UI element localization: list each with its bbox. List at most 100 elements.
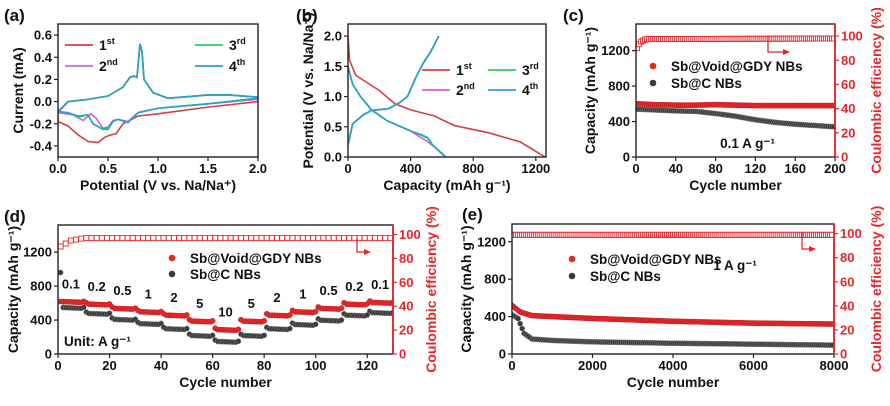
x-tick-label: 6000 [739, 358, 768, 373]
ce-marker [134, 235, 141, 242]
panel-d: 0 20 40 60 80 100 12004008001200020406080100Cy… [5, 206, 439, 390]
ce-marker [73, 236, 79, 243]
ce-marker [67, 237, 74, 244]
axis-indicator-arrow [356, 238, 366, 253]
y2-tick-label: 60 [399, 275, 413, 290]
series-sb-void-gdy-nbs [512, 302, 834, 327]
panel-label: (e) [462, 205, 483, 224]
legend-label: 2nd [99, 57, 118, 74]
ce-marker [253, 235, 260, 242]
arrow-head-icon [364, 249, 371, 255]
x-tick-label: 20 [102, 358, 116, 373]
capacity-marker [158, 320, 164, 327]
y-axis-label: Capacity (mAh g⁻¹) [5, 226, 21, 353]
capacity-marker [287, 312, 293, 318]
capacity-marker [287, 325, 293, 332]
legend-label: 4th [229, 57, 245, 74]
capacity-marker [235, 326, 242, 333]
ce-marker [62, 240, 69, 247]
annotation-label: 1 A g⁻¹ [713, 258, 757, 273]
x-tick-label: 40 [154, 358, 168, 373]
ce-marker [274, 235, 280, 242]
y-tick-label: 1200 [23, 245, 52, 260]
y-tick-label: 0.2 [34, 72, 52, 87]
ce-marker [160, 235, 167, 242]
ce-marker [346, 235, 353, 242]
plot-area [58, 43, 258, 144]
x-tick-label: 120 [356, 358, 378, 373]
rate-label: 0.1 [62, 276, 80, 291]
ce-marker [191, 235, 198, 242]
legend-label: 4th [522, 81, 538, 98]
x-tick-label: 160 [784, 161, 806, 176]
x-tick-label: 800 [462, 161, 484, 176]
ce-marker [320, 235, 327, 242]
ce-marker [124, 235, 131, 242]
plot-frame [347, 23, 547, 158]
panel-a: 0.0 0.5 1.0 1.5 2.0 -0.4 -0.2 0.0 0.2 0.4 0.6 Poten… [10, 23, 267, 193]
capacity-marker [209, 318, 216, 324]
capacity-marker [106, 310, 113, 317]
ce-marker [310, 235, 317, 242]
x-tick-label: 2000 [578, 358, 607, 373]
capacity-marker [235, 338, 242, 345]
y-tick-label: 1.5 [324, 59, 342, 74]
annotation-label: 0.1 A g⁻¹ [720, 136, 775, 151]
legend-label: 3rd [522, 61, 539, 78]
series-sb-void-gdy-nbs [636, 100, 835, 109]
plot-area [58, 235, 393, 346]
legend-label: Sb@Void@GDY NBs [671, 59, 803, 74]
legend-marker [649, 79, 657, 87]
capacity-marker [58, 269, 64, 276]
ce-marker [58, 243, 64, 250]
x-axis-label: Cycle number [627, 374, 720, 390]
ce-marker [305, 235, 311, 242]
plot-area [636, 35, 835, 130]
y-tick-label: 1.0 [324, 89, 342, 104]
ce-marker [104, 235, 110, 242]
series-1st [58, 43, 258, 144]
x-tick-label: 100 [305, 358, 327, 373]
y-tick-label: 0 [623, 150, 630, 165]
capacity-marker [80, 304, 87, 311]
rate-label: 0.2 [345, 279, 363, 294]
ce-marker [83, 235, 90, 242]
plot-frame [57, 23, 259, 158]
legend-label: 2nd [456, 81, 475, 98]
capacity-marker [261, 332, 268, 339]
ce-marker [263, 235, 270, 242]
y-tick-label: 1200 [601, 43, 630, 58]
ce-marker [196, 235, 203, 242]
y2-axis-label: Coulombic efficiency (%) [868, 7, 884, 173]
x-tick-label: 0 [632, 161, 639, 176]
axis-indicator-arrow [767, 36, 785, 53]
ce-marker [119, 235, 126, 242]
x-tick-label: 1.5 [199, 161, 217, 176]
capacity-marker [829, 342, 834, 348]
y-axis-label: Current (mA) [10, 47, 26, 133]
legend-label: Sb@Void@GDY NBs [590, 252, 722, 267]
x-axis-label: Cycle number [689, 177, 782, 193]
legend-marker [568, 255, 576, 263]
y-tick-label: -0.4 [30, 138, 53, 153]
y-tick-label: 800 [30, 279, 52, 294]
series-3rd [348, 35, 447, 157]
x-axis-label: Capacity (mAh g⁻¹) [383, 177, 510, 193]
plot-area [348, 35, 546, 157]
y2-tick-label: 60 [840, 274, 854, 289]
ce-marker [335, 235, 342, 242]
ce-marker [222, 235, 229, 242]
x-tick-label: 1.0 [149, 161, 167, 176]
y2-tick-label: 20 [399, 323, 413, 338]
rate-label: 2 [170, 290, 177, 305]
x-tick-label: 60 [205, 358, 219, 373]
ce-marker [268, 235, 275, 242]
y-tick-label: 2.0 [324, 29, 342, 44]
rate-label: 5 [196, 296, 203, 311]
x-axis-label: Cycle number [179, 374, 272, 390]
legend-label: 3rd [229, 36, 246, 53]
series-coulombic-efficiency [58, 235, 393, 250]
x-tick-label: 1200 [521, 161, 550, 176]
y-tick-label: -0.2 [30, 116, 52, 131]
y2-tick-label: 0 [399, 347, 406, 362]
